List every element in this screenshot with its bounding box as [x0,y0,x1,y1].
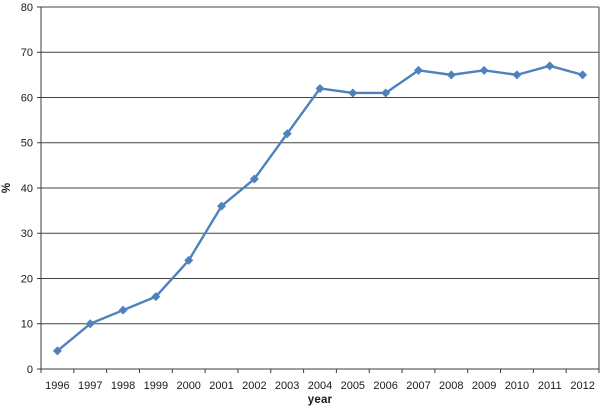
x-tick-label: 1998 [111,380,135,392]
y-tick-label: 10 [21,319,33,331]
y-tick-label: 50 [21,138,33,150]
data-point-marker [151,292,161,302]
data-point-marker [85,319,95,329]
data-point-marker [184,255,194,265]
y-tick-label: 30 [21,228,33,240]
x-tick-label: 2006 [373,380,397,392]
x-tick-label: 1996 [45,380,69,392]
y-axis-label: % [1,182,13,194]
data-point-marker [315,83,325,93]
x-tick-label: 2004 [308,380,332,392]
y-tick-label: 20 [21,273,33,285]
series-line [56,64,584,353]
x-tick-label: 2009 [472,380,496,392]
data-point-marker [217,201,227,211]
data-point-marker [348,88,358,98]
x-tick-label: 2000 [176,380,200,392]
x-tick-label: 2011 [538,380,562,392]
x-tick-label: 2005 [341,380,365,392]
x-tick-label: 1997 [78,380,102,392]
data-point-marker [381,88,391,98]
y-tick-label: 0 [27,364,33,376]
x-tick-label: 1999 [144,380,168,392]
x-tick-label: 2010 [505,380,529,392]
x-axis-label: year [307,394,333,406]
x-tick-label: 2001 [209,380,233,392]
data-point-marker [479,65,489,75]
x-tick-label: 2002 [242,380,266,392]
x-tick-label: 2008 [439,380,463,392]
data-point-marker [545,61,555,71]
data-point-marker [249,174,259,184]
x-tick-label: 2012 [570,380,594,392]
data-point-marker [578,70,588,80]
x-tick-label: 2007 [406,380,430,392]
y-tick-label: 40 [21,183,33,195]
y-tick-label: 70 [21,47,33,59]
y-tick-label: 80 [21,2,33,14]
data-point-marker [52,346,62,356]
data-point-marker [413,65,423,75]
x-tick-label: 2003 [275,380,299,392]
data-point-marker [512,70,522,80]
data-point-marker [118,305,128,315]
data-point-marker [282,129,292,139]
y-tick-label: 60 [21,92,33,104]
data-point-marker [446,70,456,80]
